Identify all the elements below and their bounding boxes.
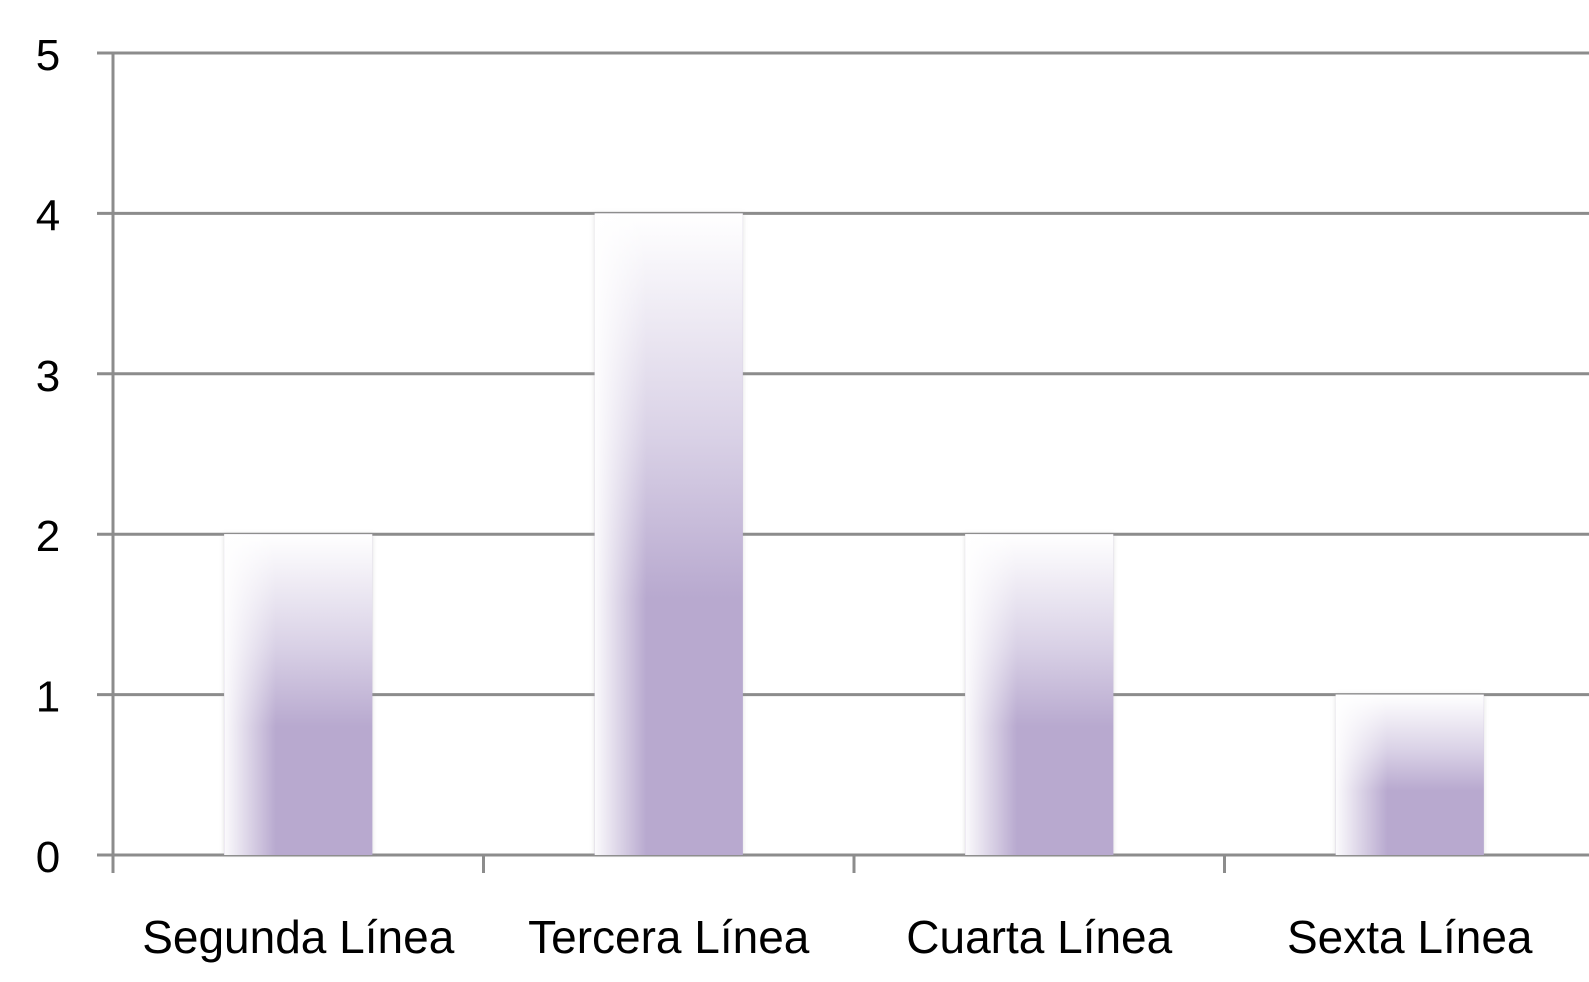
y-tick-label: 3	[36, 352, 60, 401]
y-tick-label: 5	[36, 31, 60, 80]
x-axis-tick-labels: Segunda Línea Tercera Línea Cuarta Línea Se…	[142, 911, 1533, 963]
y-axis-tick-labels: 0 1 2 3 4 5	[36, 31, 60, 882]
y-tick-label: 4	[36, 191, 60, 240]
y-tick-label: 0	[36, 833, 60, 882]
bar-2	[594, 213, 743, 855]
x-tick-label: Cuarta Línea	[906, 911, 1172, 963]
x-tick-label: Segunda Línea	[142, 911, 454, 963]
bar-4	[1335, 694, 1484, 855]
bars	[224, 213, 1484, 855]
bar-highlight	[1335, 694, 1484, 855]
bar-highlight	[594, 213, 743, 855]
bar-highlight	[965, 534, 1114, 855]
y-tick-label: 1	[36, 673, 60, 722]
y-tick-label: 2	[36, 512, 60, 561]
bar-1	[224, 534, 373, 855]
x-tick-label: Tercera Línea	[528, 911, 810, 963]
bar-3	[965, 534, 1114, 855]
bar-highlight	[224, 534, 373, 855]
x-tick-label: Sexta Línea	[1287, 911, 1533, 963]
